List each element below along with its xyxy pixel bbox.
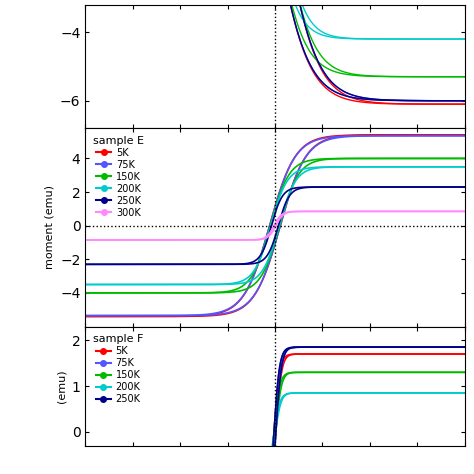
Y-axis label: (emu): (emu) xyxy=(56,369,66,403)
Y-axis label: moment (emu): moment (emu) xyxy=(45,185,55,269)
Legend: 5K, 75K, 150K, 200K, 250K: 5K, 75K, 150K, 200K, 250K xyxy=(90,331,146,407)
Legend: 5K, 75K, 150K, 200K, 250K, 300K: 5K, 75K, 150K, 200K, 250K, 300K xyxy=(90,133,147,220)
